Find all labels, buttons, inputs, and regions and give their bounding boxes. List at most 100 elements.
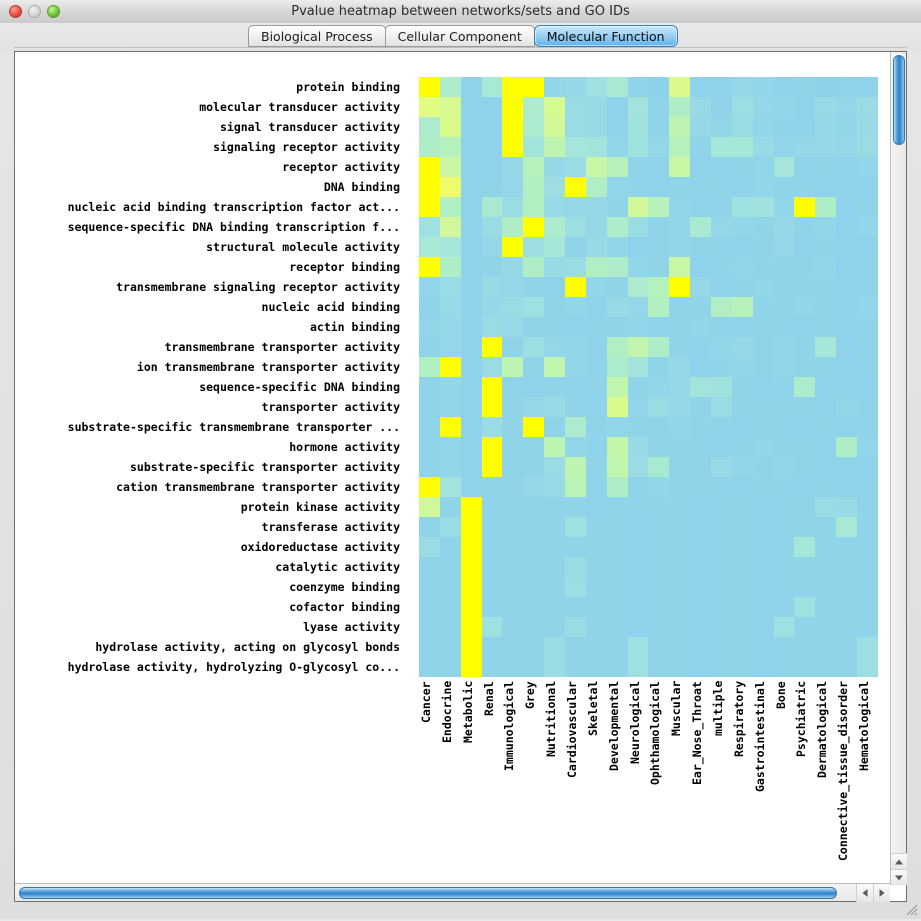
heatmap-cell[interactable]	[815, 617, 837, 637]
heatmap-cell[interactable]	[502, 557, 524, 577]
heatmap-cell[interactable]	[711, 157, 732, 177]
heatmap-cell[interactable]	[711, 417, 732, 437]
heatmap-cell[interactable]	[606, 357, 628, 377]
heatmap-cell[interactable]	[565, 417, 586, 437]
heatmap-cell[interactable]	[460, 257, 482, 277]
heatmap-cell[interactable]	[439, 157, 461, 177]
heatmap-cell[interactable]	[731, 517, 753, 537]
heatmap-cell[interactable]	[481, 317, 503, 337]
heatmap-cell[interactable]	[544, 377, 566, 397]
heatmap-cell[interactable]	[731, 297, 753, 317]
resize-grip-icon[interactable]	[904, 902, 918, 916]
heatmap-cell[interactable]	[690, 137, 712, 157]
heatmap-cell[interactable]	[460, 157, 482, 177]
heatmap-cell[interactable]	[460, 377, 482, 397]
heatmap-cell[interactable]	[711, 257, 732, 277]
zoom-button[interactable]	[47, 5, 60, 18]
heatmap-cell[interactable]	[627, 617, 649, 637]
heatmap-cell[interactable]	[773, 217, 795, 237]
heatmap-cell[interactable]	[544, 417, 566, 437]
heatmap-cell[interactable]	[773, 637, 795, 657]
heatmap-cell[interactable]	[836, 637, 858, 657]
heatmap-cell[interactable]	[502, 97, 524, 117]
heatmap-cell[interactable]	[690, 257, 712, 277]
heatmap-cell[interactable]	[565, 397, 586, 417]
heatmap-cell[interactable]	[794, 437, 816, 457]
heatmap-cell[interactable]	[460, 117, 482, 137]
heatmap-cell[interactable]	[857, 77, 878, 97]
heatmap-cell[interactable]	[794, 237, 816, 257]
heatmap-cell[interactable]	[565, 197, 586, 217]
heatmap-cell[interactable]	[648, 197, 670, 217]
heatmap-cell[interactable]	[711, 357, 732, 377]
heatmap-cell[interactable]	[565, 117, 586, 137]
heatmap-cell[interactable]	[544, 577, 566, 597]
heatmap-cell[interactable]	[585, 397, 607, 417]
heatmap-cell[interactable]	[836, 497, 858, 517]
heatmap-cell[interactable]	[731, 157, 753, 177]
heatmap-cell[interactable]	[857, 397, 878, 417]
heatmap-cell[interactable]	[794, 77, 816, 97]
heatmap-cell[interactable]	[585, 97, 607, 117]
heatmap-cell[interactable]	[752, 257, 774, 277]
heatmap-cell[interactable]	[752, 657, 774, 677]
heatmap-cell[interactable]	[752, 97, 774, 117]
heatmap-cell[interactable]	[544, 97, 566, 117]
heatmap-cell[interactable]	[815, 97, 837, 117]
heatmap-cell[interactable]	[731, 77, 753, 97]
heatmap-cell[interactable]	[794, 417, 816, 437]
heatmap-cell[interactable]	[544, 257, 566, 277]
heatmap-cell[interactable]	[731, 577, 753, 597]
heatmap-cell[interactable]	[523, 317, 545, 337]
heatmap-cell[interactable]	[502, 197, 524, 217]
heatmap-cell[interactable]	[836, 577, 858, 597]
heatmap-cell[interactable]	[690, 497, 712, 517]
heatmap-cell[interactable]	[523, 637, 545, 657]
heatmap-cell[interactable]	[439, 477, 461, 497]
heatmap-cell[interactable]	[627, 657, 649, 677]
heatmap-cell[interactable]	[502, 417, 524, 437]
heatmap-cell[interactable]	[648, 497, 670, 517]
heatmap-cell[interactable]	[565, 217, 586, 237]
heatmap-cell[interactable]	[773, 557, 795, 577]
heatmap-cell[interactable]	[752, 157, 774, 177]
heatmap-cell[interactable]	[544, 497, 566, 517]
heatmap-cell[interactable]	[648, 277, 670, 297]
heatmap-cell[interactable]	[648, 177, 670, 197]
heatmap-cell[interactable]	[669, 297, 691, 317]
heatmap-cell[interactable]	[731, 317, 753, 337]
heatmap-cell[interactable]	[648, 657, 670, 677]
heatmap-cell[interactable]	[627, 357, 649, 377]
heatmap-cell[interactable]	[731, 177, 753, 197]
heatmap-cell[interactable]	[502, 377, 524, 397]
heatmap-cell[interactable]	[627, 137, 649, 157]
heatmap-cell[interactable]	[419, 597, 440, 617]
heatmap-cell[interactable]	[439, 237, 461, 257]
heatmap-cell[interactable]	[502, 437, 524, 457]
heatmap-cell[interactable]	[502, 397, 524, 417]
heatmap-cell[interactable]	[669, 537, 691, 557]
heatmap-cell[interactable]	[523, 657, 545, 677]
heatmap-cell[interactable]	[857, 117, 878, 137]
heatmap-cell[interactable]	[648, 477, 670, 497]
heatmap-cell[interactable]	[794, 477, 816, 497]
heatmap-cell[interactable]	[857, 517, 878, 537]
heatmap-cell[interactable]	[460, 557, 482, 577]
heatmap-cell[interactable]	[669, 617, 691, 637]
heatmap-cell[interactable]	[669, 157, 691, 177]
heatmap-cell[interactable]	[773, 117, 795, 137]
heatmap-cell[interactable]	[731, 277, 753, 297]
heatmap-cell[interactable]	[815, 457, 837, 477]
heatmap-cell[interactable]	[752, 217, 774, 237]
heatmap-cell[interactable]	[439, 457, 461, 477]
heatmap-cell[interactable]	[585, 517, 607, 537]
heatmap-cell[interactable]	[585, 217, 607, 237]
heatmap-cell[interactable]	[502, 617, 524, 637]
heatmap-cell[interactable]	[627, 477, 649, 497]
heatmap-cell[interactable]	[481, 377, 503, 397]
heatmap-cell[interactable]	[648, 317, 670, 337]
heatmap-cell[interactable]	[544, 397, 566, 417]
heatmap-cell[interactable]	[752, 377, 774, 397]
heatmap-cell[interactable]	[481, 477, 503, 497]
heatmap-cell[interactable]	[460, 337, 482, 357]
